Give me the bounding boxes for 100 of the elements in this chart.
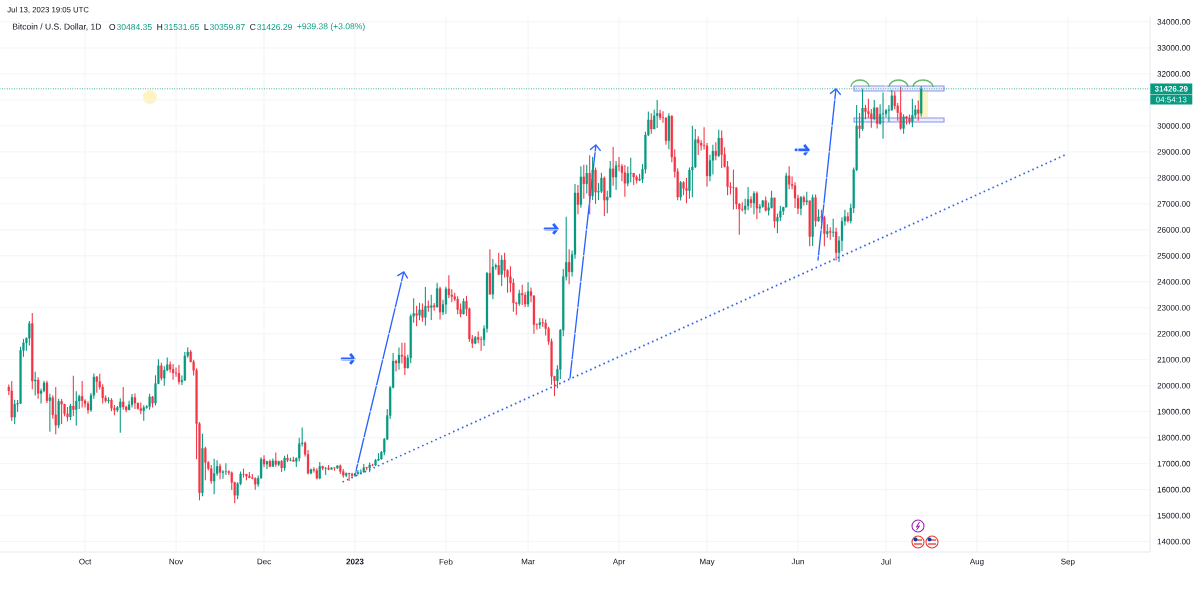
candlestick xyxy=(697,135,700,156)
x-tick-label: Jul xyxy=(880,558,891,565)
candlestick xyxy=(415,305,418,327)
candlestick xyxy=(95,375,98,394)
candlestick xyxy=(75,390,78,426)
candlestick xyxy=(72,375,75,417)
y-tick-label: 15000.00 xyxy=(1157,512,1191,519)
candlestick xyxy=(591,156,594,201)
y-tick-label: 22000.00 xyxy=(1157,330,1191,337)
candlestick xyxy=(430,294,433,321)
candlestick xyxy=(81,380,84,409)
candlestick xyxy=(832,218,835,238)
annotation: O xyxy=(109,23,116,31)
candlestick xyxy=(588,154,591,215)
candlestick xyxy=(142,404,145,422)
y-tick-label: 32000.00 xyxy=(1157,71,1191,77)
y-tick-label: 30000.00 xyxy=(1157,123,1191,129)
x-tick-label: Dec xyxy=(257,558,271,565)
candlestick xyxy=(13,399,16,425)
candlestick xyxy=(342,468,345,479)
candlestick xyxy=(691,125,694,198)
candlestick xyxy=(603,176,606,217)
candlestick xyxy=(521,284,524,306)
text: 04:54:13 xyxy=(1156,96,1187,103)
y-tick-label: 21000.00 xyxy=(1157,356,1191,363)
x-tick-label: May xyxy=(700,558,715,566)
candlestick xyxy=(500,254,503,287)
candlestick xyxy=(210,464,213,485)
candlestick xyxy=(148,393,151,411)
y-tick-label: 19000.00 xyxy=(1157,408,1191,415)
candlestick xyxy=(69,403,72,421)
candlestick xyxy=(213,458,216,495)
candlestick xyxy=(773,197,776,229)
annotation: 30359.87 xyxy=(209,23,245,31)
candlestick xyxy=(274,451,277,468)
candlestick xyxy=(908,113,911,125)
candlestick xyxy=(333,466,336,472)
candlestick xyxy=(339,463,342,475)
candlestick xyxy=(336,464,339,470)
x-tick-label: 2023 xyxy=(346,558,364,565)
candlestick xyxy=(54,386,57,435)
y-tick-label: 28000.00 xyxy=(1157,175,1191,181)
x-tick-label: Sep xyxy=(1061,558,1075,566)
candlestick xyxy=(873,99,876,121)
y-tick-label: 29000.00 xyxy=(1157,149,1191,155)
y-tick-label: 26000.00 xyxy=(1157,226,1191,233)
candlestick xyxy=(447,274,450,299)
candlestick xyxy=(905,115,908,126)
candlestick xyxy=(758,203,761,214)
candlestick xyxy=(119,397,122,434)
candlestick xyxy=(881,92,885,140)
y-tick-label: 23000.00 xyxy=(1157,304,1191,311)
candlestick xyxy=(283,455,286,472)
x-tick-label: Jun xyxy=(791,558,804,565)
candlestick xyxy=(814,193,817,228)
candlestick xyxy=(433,302,436,312)
annotation: 31426.29 xyxy=(257,23,292,31)
candlestick xyxy=(582,164,585,200)
annotation: 31531.65 xyxy=(164,23,199,31)
candlestick xyxy=(764,196,767,213)
y-tick-label: 18000.00 xyxy=(1157,434,1191,441)
y-tick-label: 20000.00 xyxy=(1157,382,1191,389)
candlestick xyxy=(254,476,257,491)
ref-line-label: 31426.29 xyxy=(1154,85,1188,92)
y-tick-label: 16000.00 xyxy=(1157,486,1191,493)
candlestick xyxy=(10,380,13,422)
candlestick xyxy=(899,86,902,131)
candlestick xyxy=(858,112,861,139)
candlestick xyxy=(846,211,849,224)
candlestick xyxy=(917,99,920,122)
candlestick xyxy=(911,98,914,128)
text: Bitcoin / U.S. Dollar, 1D xyxy=(12,23,101,31)
y-tick-label: 17000.00 xyxy=(1157,460,1191,467)
candlestick xyxy=(811,193,814,247)
candlestick xyxy=(714,141,717,161)
candlestick xyxy=(456,295,459,315)
candlestick xyxy=(66,406,69,422)
candlestick xyxy=(538,317,541,330)
candlestick xyxy=(160,362,163,382)
candlestick xyxy=(122,386,125,411)
annotation: 30484.35 xyxy=(116,23,152,31)
candlestick xyxy=(632,172,635,186)
y-tick-label: 25000.00 xyxy=(1157,252,1191,259)
annotation: +939.38 (+3.08%) xyxy=(297,23,365,31)
candlestick xyxy=(427,299,430,313)
candlestick xyxy=(788,165,791,190)
x-tick-label: Aug xyxy=(969,558,984,566)
candlestick xyxy=(224,462,228,476)
y-tick-label: 24000.00 xyxy=(1157,278,1191,285)
x-tick-label: Oct xyxy=(79,558,92,565)
candlestick xyxy=(34,371,37,397)
annotation: H xyxy=(157,24,163,30)
y-tick-label: 33000.00 xyxy=(1157,45,1191,51)
candlestick xyxy=(685,177,688,204)
candlestick xyxy=(717,129,720,158)
candlestick xyxy=(133,392,137,410)
candlestick xyxy=(679,180,682,201)
candlestick xyxy=(761,199,764,209)
candlestick xyxy=(629,157,632,183)
candlestick xyxy=(518,289,521,307)
